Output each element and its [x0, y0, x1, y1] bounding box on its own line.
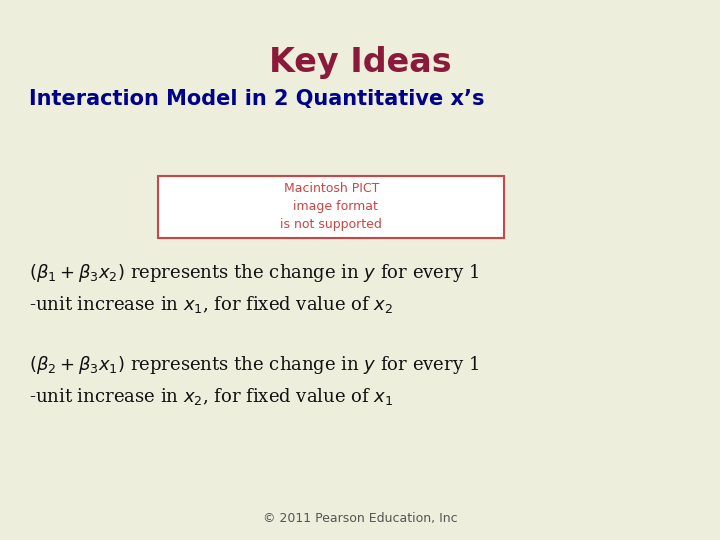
Text: Key Ideas: Key Ideas [269, 46, 451, 79]
Text: Macintosh PICT
  image format
is not supported: Macintosh PICT image format is not suppo… [280, 182, 382, 231]
Text: $(\beta_1 + \beta_3 x_2)$ represents the change in $y$ for every 1
-unit increas: $(\beta_1 + \beta_3 x_2)$ represents the… [29, 262, 479, 315]
Text: $(\beta_2 + \beta_3 x_1)$ represents the change in $y$ for every 1
-unit increas: $(\beta_2 + \beta_3 x_1)$ represents the… [29, 354, 479, 407]
FancyBboxPatch shape [158, 176, 504, 238]
Text: Interaction Model in 2 Quantitative x’s: Interaction Model in 2 Quantitative x’s [29, 89, 485, 109]
Text: © 2011 Pearson Education, Inc: © 2011 Pearson Education, Inc [263, 512, 457, 525]
